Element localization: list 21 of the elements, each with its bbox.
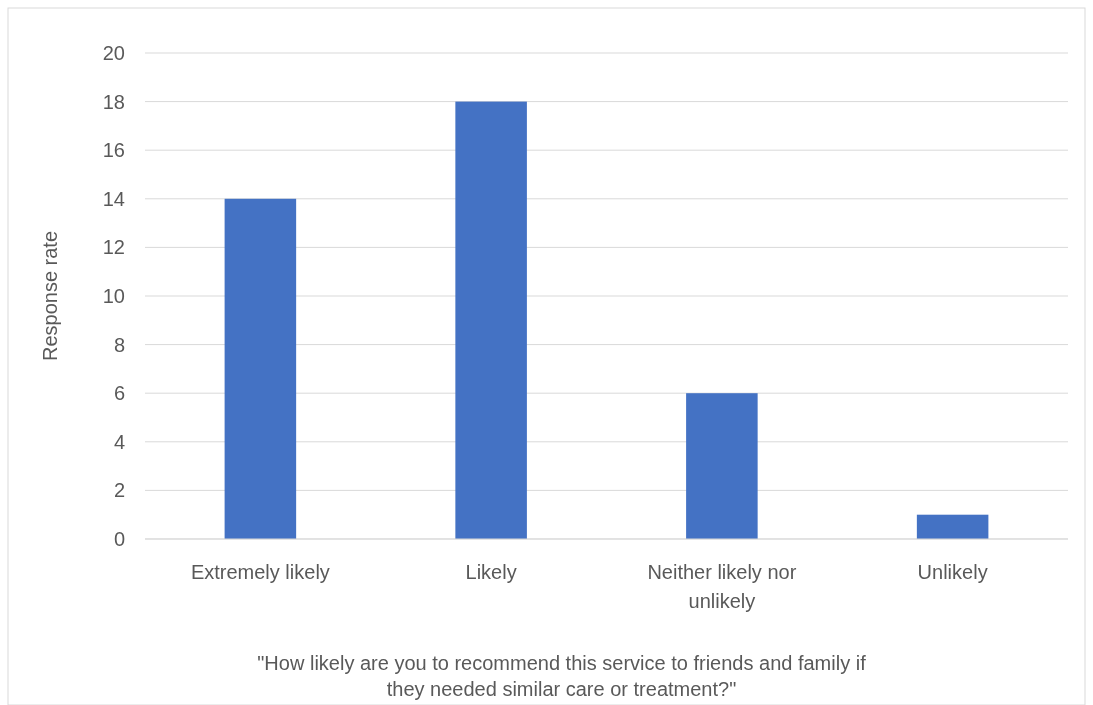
y-tick-label: 14 bbox=[102, 187, 125, 210]
y-tick-label: 18 bbox=[102, 90, 125, 113]
x-tick-label: Neither likely nor unlikely bbox=[647, 561, 797, 612]
x-tick-label: Extremely likely bbox=[190, 561, 330, 583]
bar bbox=[224, 198, 297, 539]
y-tick-label: 4 bbox=[113, 430, 125, 453]
y-tick-label: 8 bbox=[113, 333, 125, 356]
y-axis-title: Response rate bbox=[39, 230, 61, 362]
y-tick-label: 20 bbox=[102, 42, 125, 64]
bar bbox=[916, 514, 989, 539]
y-tick-label: 16 bbox=[102, 139, 125, 162]
y-tick-label: 12 bbox=[102, 236, 125, 259]
y-tick-label: 6 bbox=[113, 382, 125, 405]
y-tick-label: 2 bbox=[113, 479, 125, 502]
x-axis-title: "How likely are you to recommend this service to friends and family if they needed similar care or treatment?" bbox=[257, 652, 867, 700]
y-tick-label: 10 bbox=[102, 285, 125, 307]
y-tick-label: 0 bbox=[113, 528, 125, 550]
bar bbox=[455, 101, 527, 539]
bar bbox=[686, 393, 758, 539]
x-tick-label: Unlikely bbox=[917, 561, 988, 583]
x-tick-label: Likely bbox=[465, 561, 517, 583]
